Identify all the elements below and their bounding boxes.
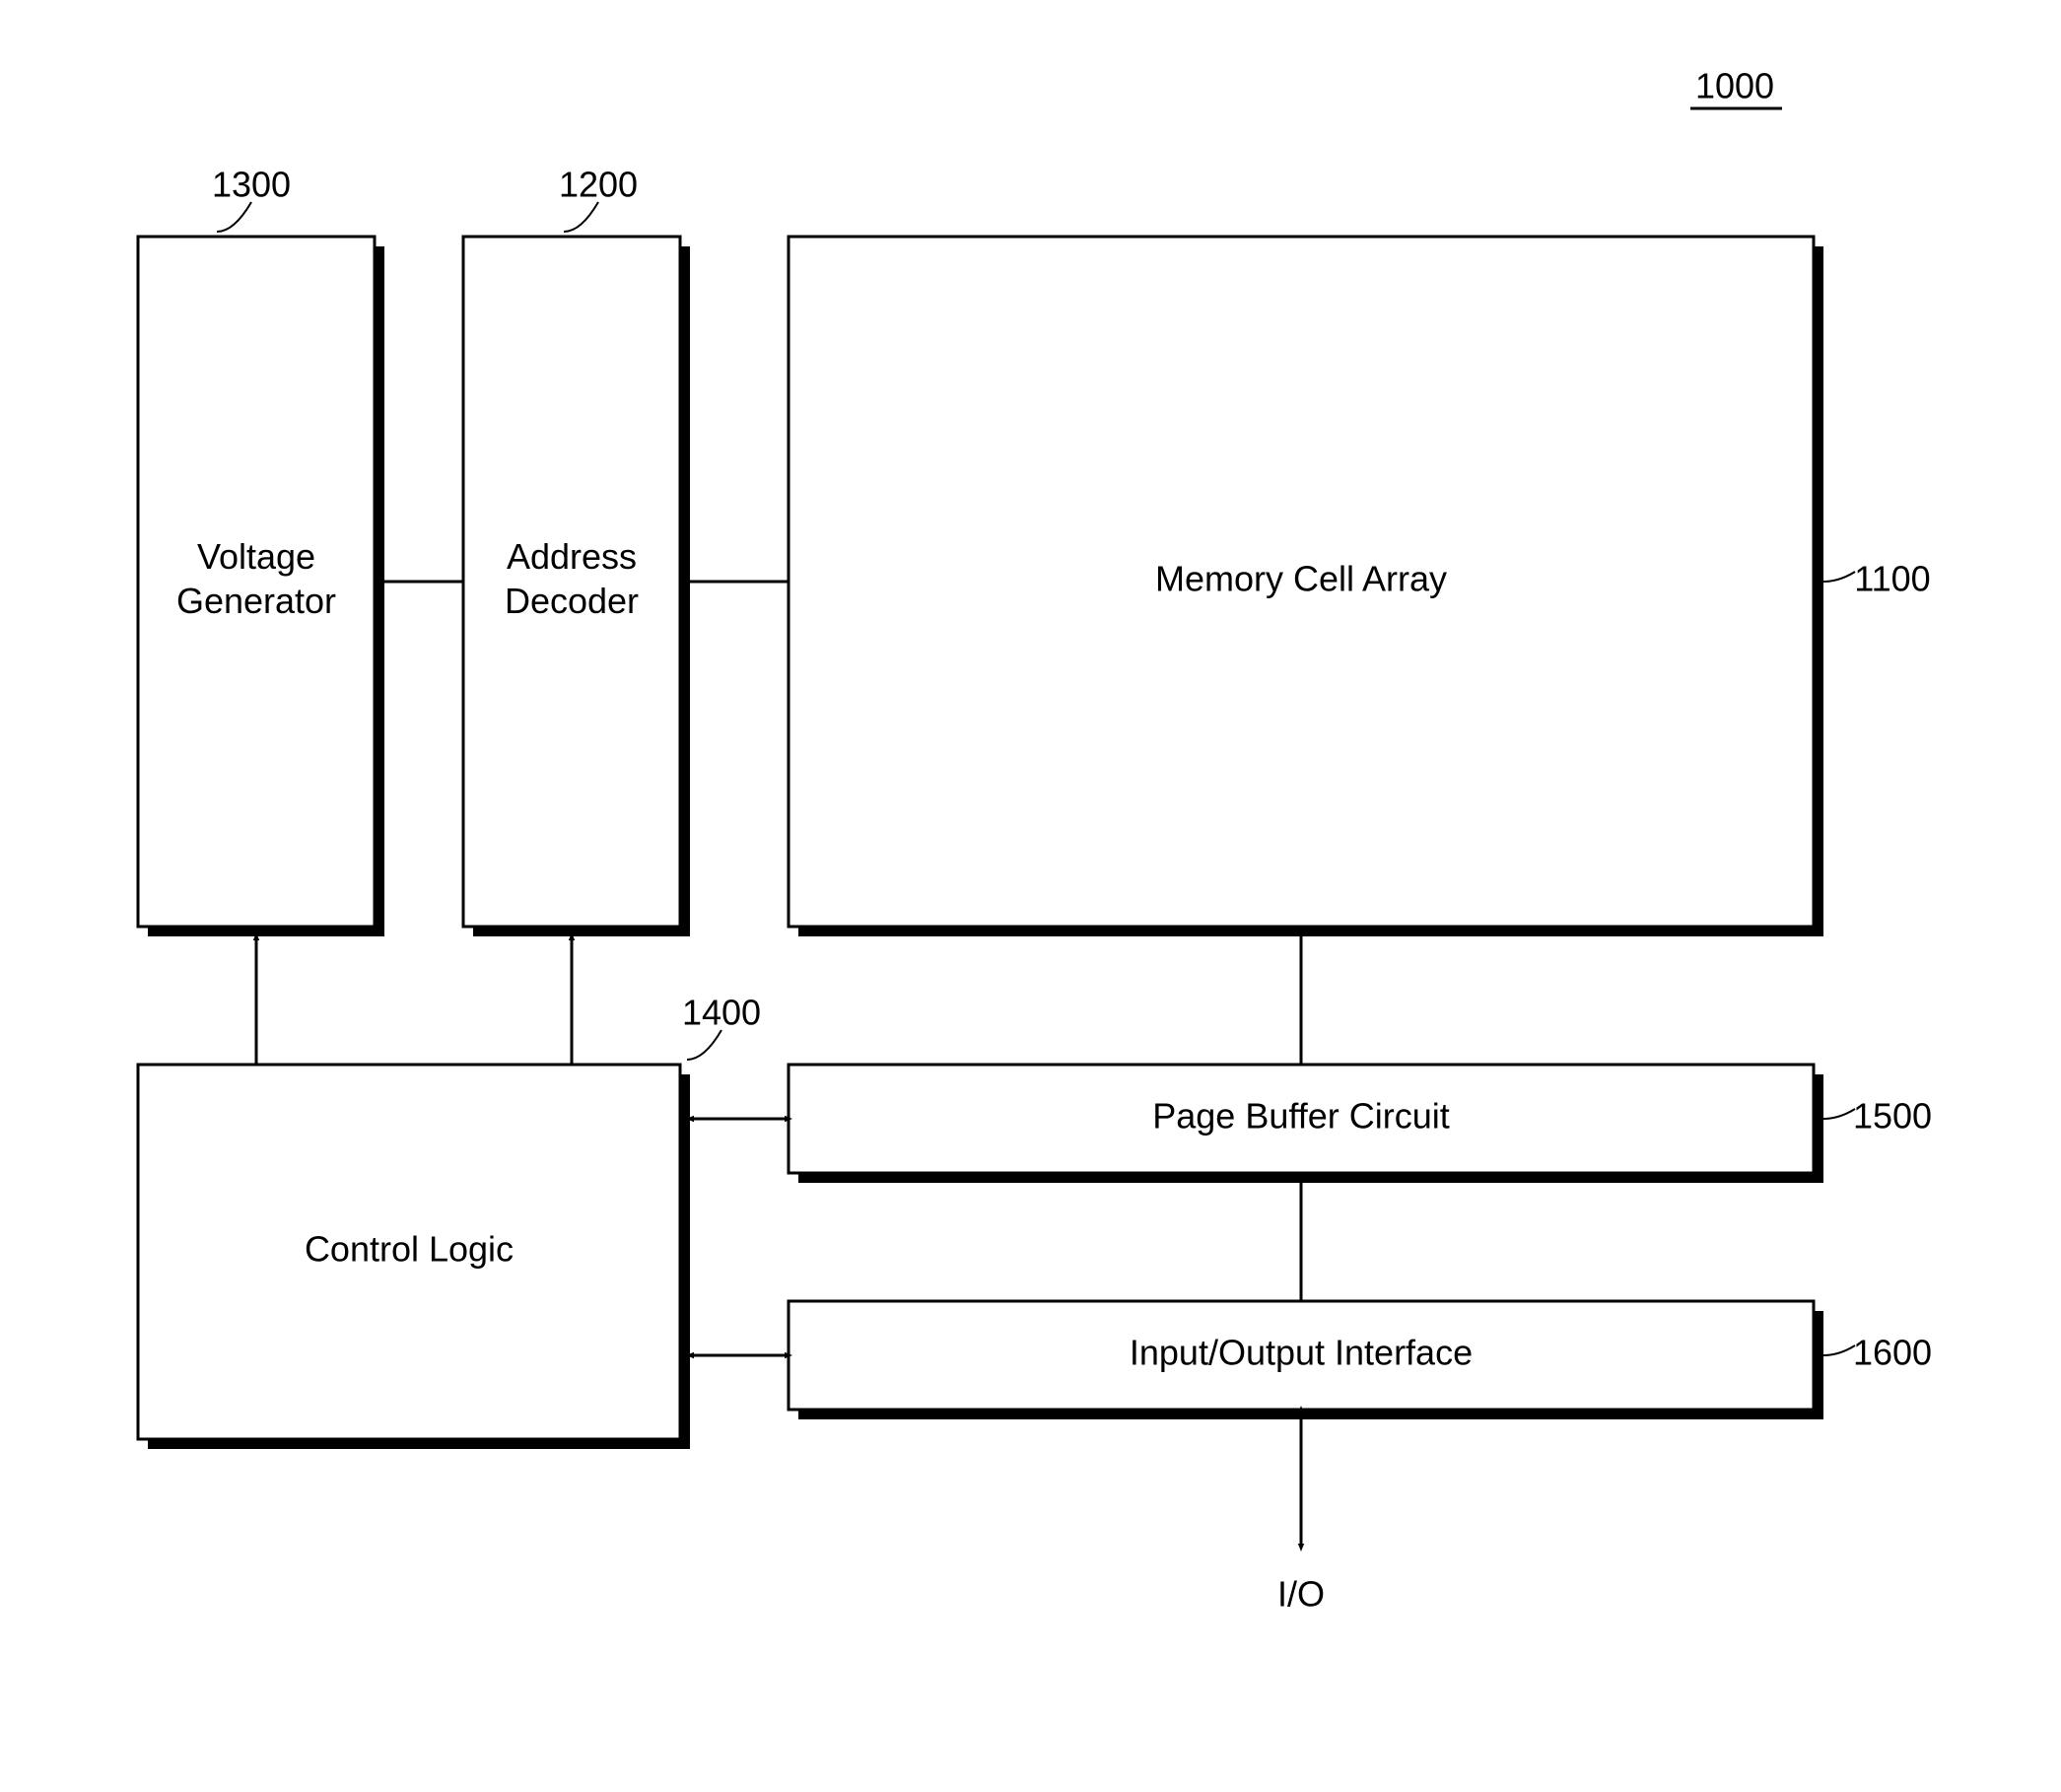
diagram-ref-title: 1000	[1695, 66, 1774, 106]
diagram-container: 1000 VoltageGenerator 1300 AddressDecoder 12…	[0, 0, 2061, 1792]
block-voltage_generator-ref: 1300	[212, 165, 291, 205]
block-io_interface-ref: 1600	[1853, 1333, 1932, 1373]
block-control_logic-ref: 1400	[682, 993, 761, 1033]
block-voltage_generator-label-1: Generator	[176, 581, 336, 621]
block-page_buffer-ref: 1500	[1853, 1096, 1932, 1137]
block-voltage_generator-ref-leader	[217, 202, 251, 232]
io-label: I/O	[1277, 1574, 1325, 1615]
block-memory_cell_array-ref: 1100	[1854, 559, 1930, 599]
block-address_decoder-label-0: Address	[507, 536, 637, 577]
block-control_logic-ref-leader	[687, 1030, 721, 1060]
block-address_decoder-ref-leader	[564, 202, 598, 232]
block-memory_cell_array-label-0: Memory Cell Array	[1155, 559, 1447, 599]
block-io_interface-label-0: Input/Output Interface	[1130, 1333, 1473, 1373]
block-io_interface-ref-leader	[1823, 1345, 1855, 1355]
block-memory_cell_array-ref-leader	[1823, 572, 1855, 582]
block-page_buffer-ref-leader	[1823, 1109, 1855, 1119]
block-address_decoder-label-1: Decoder	[505, 581, 639, 621]
block-page_buffer-label-0: Page Buffer Circuit	[1152, 1096, 1449, 1137]
block-address_decoder-ref: 1200	[559, 165, 638, 205]
block-diagram-svg: 1000 VoltageGenerator 1300 AddressDecoder 12…	[0, 0, 2061, 1792]
block-control_logic-label-0: Control Logic	[305, 1229, 514, 1270]
block-voltage_generator-label-0: Voltage	[197, 536, 315, 577]
